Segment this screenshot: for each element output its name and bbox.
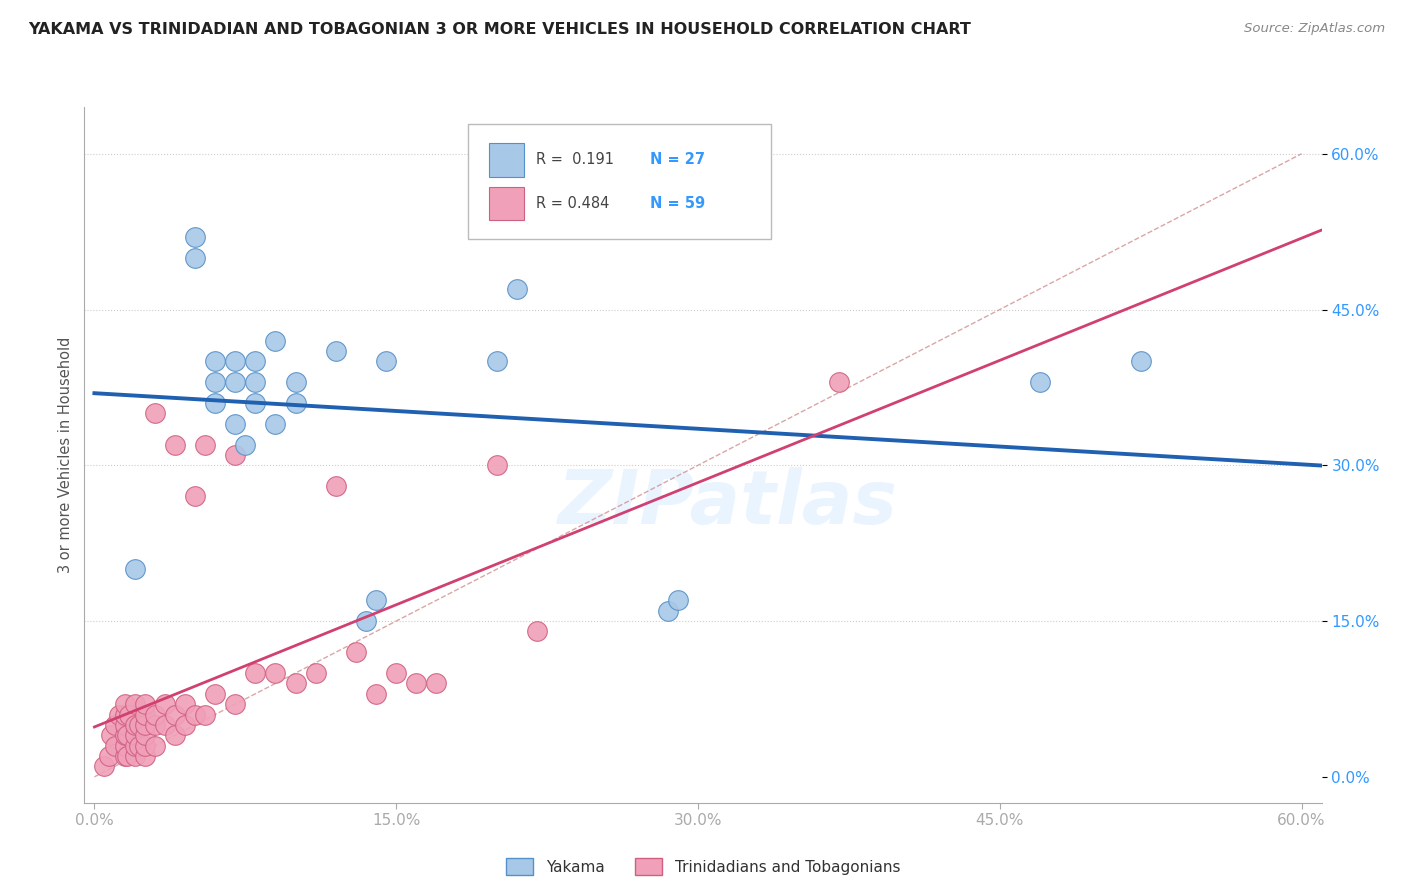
Point <box>124 739 146 753</box>
Text: YAKAMA VS TRINIDADIAN AND TOBAGONIAN 3 OR MORE VEHICLES IN HOUSEHOLD CORRELATION: YAKAMA VS TRINIDADIAN AND TOBAGONIAN 3 O… <box>28 22 972 37</box>
Point <box>245 396 267 410</box>
Point <box>354 614 377 628</box>
Point <box>245 376 267 390</box>
Point <box>344 645 367 659</box>
Point <box>134 739 156 753</box>
Point <box>124 718 146 732</box>
Point <box>224 376 246 390</box>
Point <box>128 739 150 753</box>
Y-axis label: 3 or more Vehicles in Household: 3 or more Vehicles in Household <box>58 337 73 573</box>
Point <box>115 749 138 764</box>
Point <box>107 707 129 722</box>
Point <box>1029 376 1052 390</box>
Point <box>103 718 125 732</box>
Point <box>174 718 197 732</box>
Point <box>153 718 176 732</box>
Point <box>114 707 136 722</box>
Point <box>1129 354 1152 368</box>
Point <box>134 728 156 742</box>
Point <box>114 749 136 764</box>
Point <box>143 707 166 722</box>
Point <box>526 624 548 639</box>
Bar <box>489 187 523 220</box>
Point <box>143 739 166 753</box>
Legend: Yakama, Trinidadians and Tobagonians: Yakama, Trinidadians and Tobagonians <box>502 853 904 880</box>
Point <box>657 604 679 618</box>
Point <box>93 759 115 773</box>
Point <box>506 282 529 296</box>
Point <box>134 749 156 764</box>
Point <box>134 718 156 732</box>
Point <box>128 718 150 732</box>
Point <box>134 707 156 722</box>
Point <box>174 697 197 711</box>
Point <box>194 437 217 451</box>
Text: Source: ZipAtlas.com: Source: ZipAtlas.com <box>1244 22 1385 36</box>
Text: ZIPatlas: ZIPatlas <box>558 467 898 541</box>
Bar <box>489 144 523 177</box>
Point <box>124 749 146 764</box>
Point <box>114 697 136 711</box>
Point <box>163 437 186 451</box>
Point <box>100 728 122 742</box>
Point <box>666 593 689 607</box>
Point <box>485 458 508 473</box>
Point <box>153 697 176 711</box>
Point <box>364 593 387 607</box>
Point <box>204 376 226 390</box>
Point <box>184 490 207 504</box>
Point <box>264 334 287 348</box>
Point <box>114 739 136 753</box>
Point <box>245 665 267 680</box>
Point <box>184 707 207 722</box>
Point <box>115 728 138 742</box>
Point <box>184 251 207 265</box>
Text: R =  0.191: R = 0.191 <box>536 153 614 168</box>
Point <box>194 707 217 722</box>
Point <box>163 707 186 722</box>
Point <box>163 728 186 742</box>
Point <box>325 479 347 493</box>
Point <box>204 396 226 410</box>
Point <box>385 665 408 680</box>
Point <box>224 697 246 711</box>
Point <box>124 562 146 576</box>
Point <box>224 448 246 462</box>
Point <box>264 417 287 431</box>
Point <box>284 396 307 410</box>
Point <box>184 230 207 244</box>
Point <box>375 354 398 368</box>
Point <box>425 676 447 690</box>
Point <box>117 707 139 722</box>
Point <box>264 665 287 680</box>
Point <box>143 718 166 732</box>
FancyBboxPatch shape <box>468 124 770 239</box>
Point <box>405 676 427 690</box>
Point <box>114 728 136 742</box>
Point <box>233 437 256 451</box>
Point <box>114 718 136 732</box>
Point <box>143 406 166 420</box>
Point <box>284 676 307 690</box>
Point <box>134 697 156 711</box>
Point <box>204 687 226 701</box>
Point <box>103 739 125 753</box>
Text: N = 59: N = 59 <box>650 196 704 211</box>
Point <box>224 354 246 368</box>
Text: N = 27: N = 27 <box>650 153 704 168</box>
Point <box>284 376 307 390</box>
Point <box>124 697 146 711</box>
Text: R = 0.484: R = 0.484 <box>536 196 609 211</box>
Point <box>325 344 347 359</box>
Point <box>485 354 508 368</box>
Point <box>364 687 387 701</box>
Point <box>305 665 328 680</box>
Point <box>204 354 226 368</box>
Point <box>224 417 246 431</box>
Point <box>97 749 120 764</box>
Point <box>828 376 851 390</box>
Point <box>124 728 146 742</box>
Point <box>245 354 267 368</box>
